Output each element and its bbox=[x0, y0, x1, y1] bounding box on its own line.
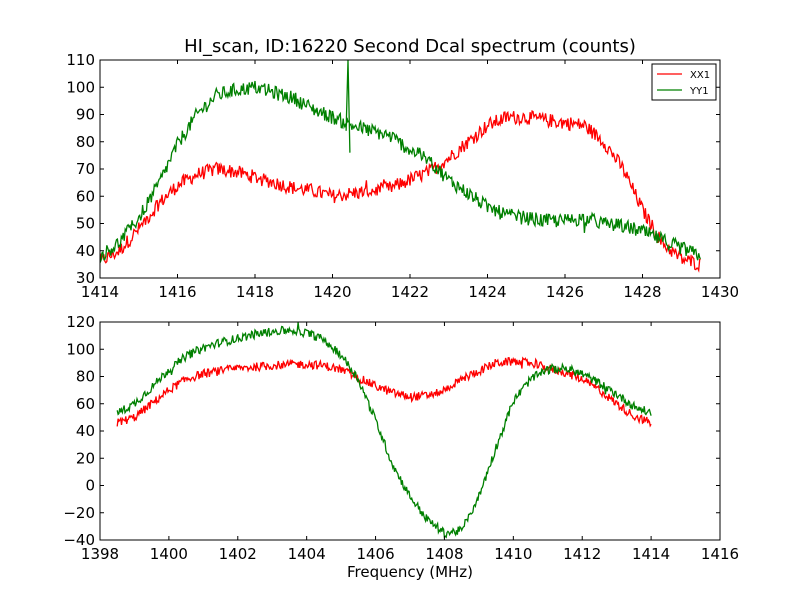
bottom-x-axis-label: Frequency (MHz) bbox=[347, 563, 473, 581]
top-x-tick-label: 1416 bbox=[158, 283, 196, 301]
legend-box bbox=[651, 63, 717, 101]
top-series-xx1 bbox=[100, 109, 701, 273]
bottom-x-tick-label: 1412 bbox=[563, 545, 601, 563]
top-y-tick-label: 90 bbox=[76, 106, 95, 124]
bottom-y-tick-label: 100 bbox=[66, 340, 95, 358]
top-y-tick-label: 50 bbox=[76, 215, 95, 233]
bottom-x-tick-label: 1404 bbox=[288, 545, 326, 563]
legend-label-yy1: YY1 bbox=[689, 86, 709, 97]
bottom-y-tick-label: 60 bbox=[76, 395, 95, 413]
bottom-x-tick-label: 1398 bbox=[81, 545, 119, 563]
bottom-y-tick-label: 120 bbox=[66, 313, 95, 331]
bottom-x-tick-label: 1408 bbox=[425, 545, 463, 563]
top-x-tick-label: 1426 bbox=[546, 283, 584, 301]
top-y-tick-label: 70 bbox=[76, 160, 95, 178]
top-x-tick-label: 1420 bbox=[313, 283, 351, 301]
bottom-spectrum-panel: 1398 1400 1402 1404 1406 1408 1410 1412 1414 1416… bbox=[63, 313, 739, 581]
top-x-tick-label: 1428 bbox=[623, 283, 661, 301]
bottom-y-tick-label: 0 bbox=[85, 477, 95, 495]
bottom-x-tick-label: 1406 bbox=[356, 545, 394, 563]
figure-title: HI_scan, ID:16220 Second Dcal spectrum (… bbox=[184, 36, 636, 57]
top-y-tick-label: 110 bbox=[66, 51, 95, 69]
bottom-series-xx1 bbox=[116, 356, 652, 428]
bottom-y-tick-label: 80 bbox=[76, 368, 95, 386]
bottom-x-tick-label: 1410 bbox=[494, 545, 532, 563]
top-spectrum-panel: 1414 1416 1418 1420 1422 1424 1426 1428 1430 30 40… bbox=[66, 51, 739, 301]
top-y-tick-label: 60 bbox=[76, 187, 95, 205]
bottom-x-tick-label: 1414 bbox=[632, 545, 670, 563]
top-x-tick-label: 1418 bbox=[236, 283, 274, 301]
bottom-y-tick-label: −20 bbox=[63, 504, 95, 522]
bottom-series-yy1 bbox=[116, 322, 652, 539]
top-x-tick-label: 1424 bbox=[468, 283, 506, 301]
top-y-tick-label: 100 bbox=[66, 78, 95, 96]
top-x-tick-label: 1414 bbox=[81, 283, 119, 301]
top-y-tick-label: 30 bbox=[76, 269, 95, 287]
bottom-x-tick-label: 1416 bbox=[701, 545, 739, 563]
bottom-y-tick-label: 20 bbox=[76, 449, 95, 467]
bottom-y-tick-label: 40 bbox=[76, 422, 95, 440]
bottom-y-tick-label: −40 bbox=[63, 531, 95, 549]
top-x-tick-label: 1422 bbox=[391, 283, 429, 301]
top-y-tick-label: 40 bbox=[76, 242, 95, 260]
top-x-tick-label: 1430 bbox=[701, 283, 739, 301]
top-y-tick-label: 80 bbox=[76, 133, 95, 151]
legend-label-xx1: XX1 bbox=[690, 70, 710, 81]
bottom-x-tick-label: 1400 bbox=[150, 545, 188, 563]
bottom-x-tick-label: 1402 bbox=[219, 545, 257, 563]
top-series-yy1 bbox=[100, 60, 702, 263]
